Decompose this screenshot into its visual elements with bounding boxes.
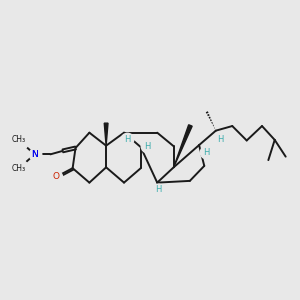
- Text: H: H: [155, 185, 161, 194]
- Polygon shape: [104, 123, 108, 146]
- Text: N: N: [31, 150, 38, 159]
- Text: CH₃: CH₃: [12, 164, 26, 173]
- Text: H: H: [217, 135, 223, 144]
- Polygon shape: [174, 125, 192, 167]
- Text: H: H: [124, 135, 131, 144]
- Text: O: O: [53, 172, 60, 181]
- Text: H: H: [144, 142, 150, 151]
- Text: H: H: [203, 148, 209, 157]
- Text: N: N: [31, 150, 38, 159]
- Text: CH₃: CH₃: [12, 135, 26, 144]
